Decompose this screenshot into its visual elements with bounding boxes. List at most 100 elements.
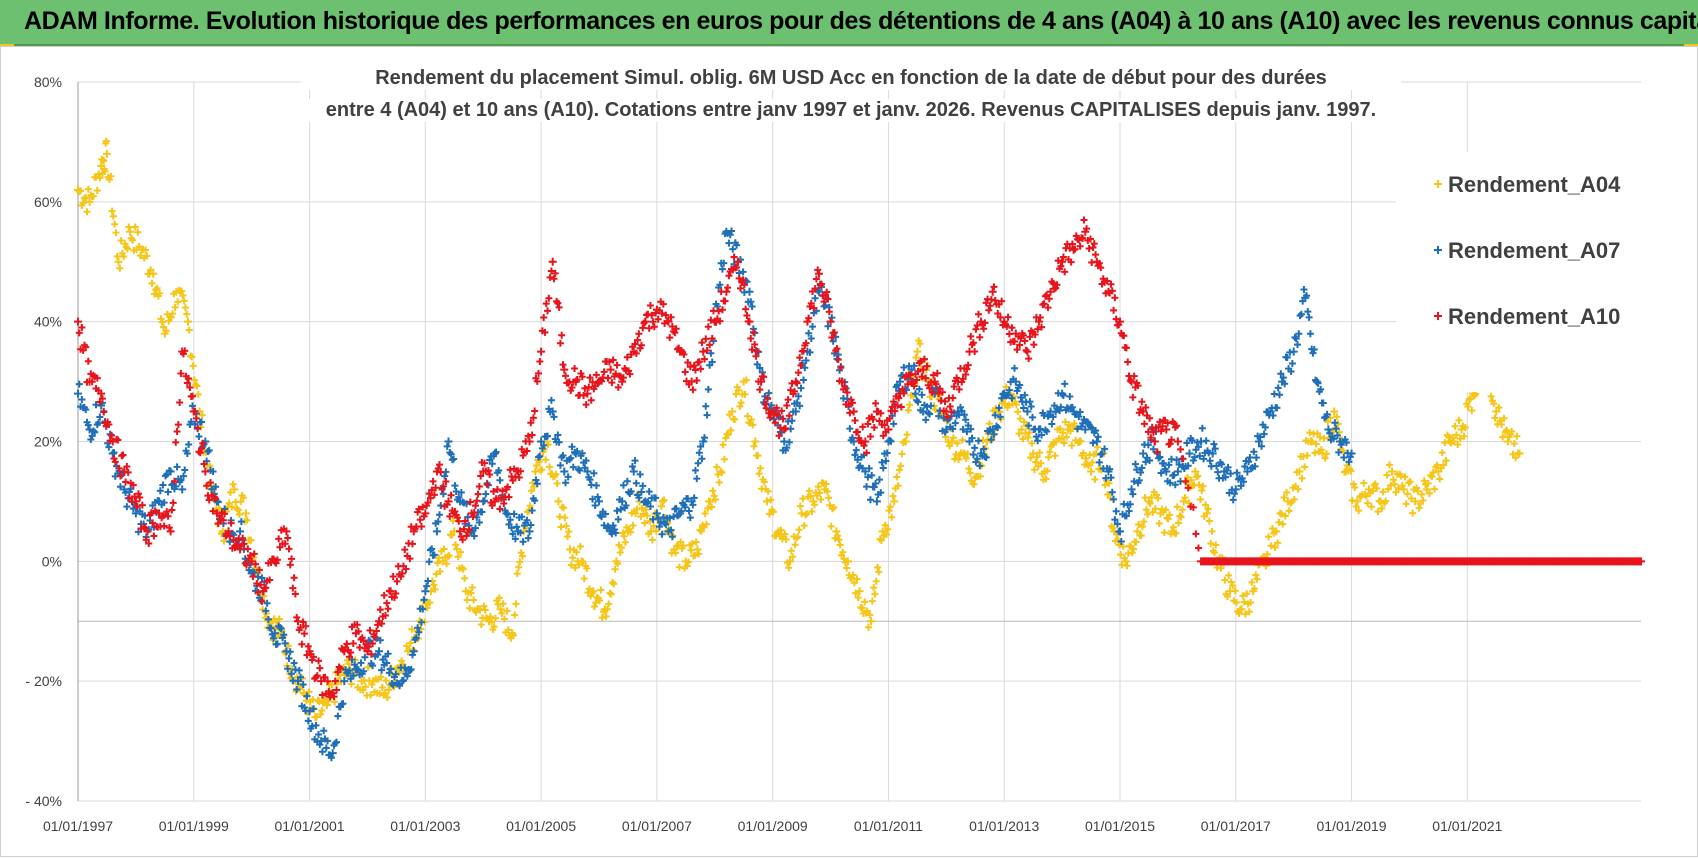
data-point [646, 301, 654, 309]
data-point [1204, 505, 1212, 513]
data-point [440, 545, 448, 553]
data-point [101, 167, 109, 175]
data-point [609, 356, 617, 364]
data-point [708, 335, 716, 343]
data-point [496, 605, 505, 614]
data-point [1173, 503, 1181, 511]
data-point [1451, 422, 1459, 430]
data-point [1086, 235, 1094, 243]
data-point [780, 425, 789, 434]
data-point [1500, 414, 1508, 422]
data-point [1113, 520, 1121, 528]
data-point [715, 307, 723, 315]
data-point [378, 666, 386, 674]
data-point [959, 425, 967, 433]
data-point [412, 634, 420, 642]
data-point [417, 523, 425, 531]
data-point [827, 522, 835, 530]
data-point [913, 376, 921, 384]
data-point [971, 348, 979, 356]
data-point [85, 425, 94, 434]
data-point [728, 407, 737, 416]
data-point [1269, 411, 1277, 419]
data-point [627, 487, 635, 495]
data-point [254, 589, 262, 597]
data-point [509, 477, 517, 485]
data-point [452, 541, 460, 549]
data-point [843, 564, 851, 572]
data-point [1253, 575, 1261, 583]
data-point [187, 418, 195, 426]
data-point [1512, 454, 1520, 462]
data-point [658, 309, 666, 317]
data-point [837, 364, 845, 372]
data-point [1071, 245, 1079, 253]
data-point [1173, 422, 1181, 430]
data-point [455, 517, 463, 525]
data-point [1021, 391, 1029, 399]
data-point [811, 294, 819, 302]
data-point [468, 583, 476, 591]
data-point [1389, 476, 1397, 484]
data-point [702, 520, 710, 528]
data-point [861, 437, 870, 446]
data-point [107, 172, 115, 180]
data-point [1251, 462, 1259, 470]
data-point [318, 691, 326, 699]
data-point [360, 667, 368, 675]
data-point [1286, 499, 1294, 507]
data-point [389, 572, 397, 580]
data-point [1340, 454, 1348, 462]
data-point [299, 680, 307, 688]
data-point [710, 492, 718, 500]
data-point [644, 498, 652, 506]
data-point [698, 339, 706, 347]
data-point [1386, 461, 1393, 469]
data-point [224, 527, 233, 536]
data-point [117, 237, 125, 245]
data-point [226, 532, 234, 540]
data-point [1155, 454, 1163, 462]
data-point [191, 420, 199, 428]
data-point [1016, 381, 1024, 389]
data-point [835, 536, 843, 544]
data-point [1177, 513, 1185, 521]
data-point [309, 653, 317, 661]
data-point [234, 506, 242, 514]
data-point [996, 313, 1004, 321]
data-point [794, 369, 802, 377]
data-point [1314, 379, 1322, 387]
data-point [1173, 437, 1182, 446]
data-point [886, 415, 894, 423]
data-point [1250, 585, 1258, 593]
data-point [918, 391, 926, 399]
data-point [456, 527, 465, 536]
data-point [733, 263, 741, 271]
data-point [93, 187, 101, 195]
data-point [866, 432, 874, 440]
data-point [1198, 424, 1206, 432]
data-point [1321, 454, 1329, 462]
data-point [1089, 244, 1097, 252]
data-point [396, 682, 404, 690]
data-point [1025, 355, 1033, 363]
data-point [115, 464, 123, 472]
data-point [180, 297, 188, 305]
data-point [1342, 439, 1350, 447]
data-point [606, 589, 614, 597]
data-point [1513, 432, 1521, 440]
data-point [1395, 484, 1403, 492]
data-point [641, 317, 650, 326]
data-point [160, 499, 168, 507]
data-point [1061, 268, 1069, 276]
data-point [189, 362, 197, 370]
data-point [661, 519, 669, 527]
data-point [199, 439, 207, 447]
data-point [611, 565, 619, 573]
data-point [1030, 341, 1038, 349]
data-point [826, 501, 834, 509]
data-point [293, 677, 302, 686]
data-point [488, 501, 496, 509]
data-point [336, 665, 344, 673]
data-point [83, 208, 91, 216]
